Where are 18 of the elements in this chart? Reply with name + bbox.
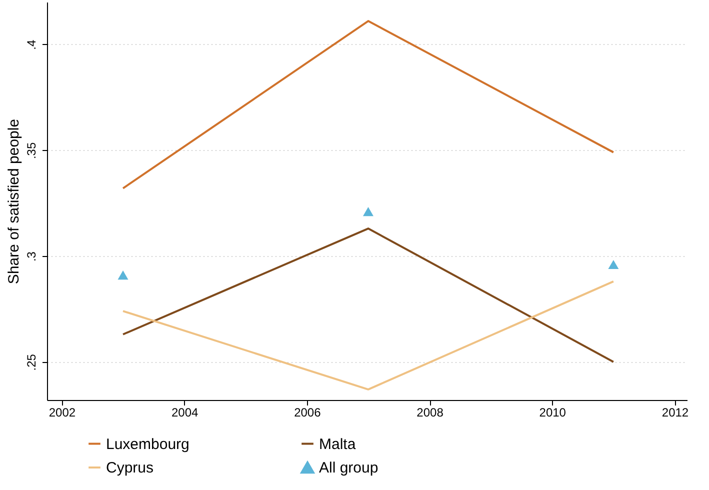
y-axis-title: Share of satisfied people	[6, 118, 22, 284]
point	[118, 270, 128, 280]
point	[362, 207, 374, 216]
y-tick-label: .25	[24, 354, 38, 371]
y-tick-label: .4	[24, 40, 38, 50]
legend-label: Luxembourg	[106, 436, 190, 453]
legend-label: Malta	[319, 436, 356, 453]
x-tick-label: 2010	[539, 406, 566, 420]
x-tick-label: 2006	[294, 406, 322, 420]
x-tick-label: 2008	[416, 406, 444, 420]
x-tick-label: 2002	[48, 406, 76, 420]
x-tick-label: 2004	[171, 406, 198, 420]
legend-label: Cyprus	[106, 460, 154, 476]
x-tick-label: 2012	[662, 406, 689, 420]
y-tick-label: .35	[24, 142, 38, 160]
point	[608, 260, 619, 270]
y-tick-label: .3	[24, 251, 38, 262]
legend-label: All group	[319, 460, 378, 476]
